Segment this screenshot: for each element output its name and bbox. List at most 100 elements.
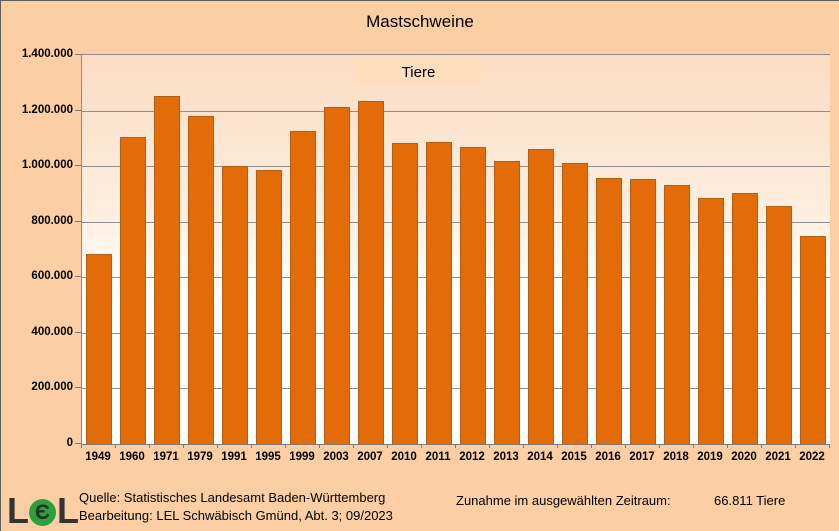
- y-axis-label: 800.000: [31, 214, 73, 227]
- gridline: [82, 277, 830, 279]
- bar-2012: [459, 147, 487, 444]
- x-axis-tick: [455, 444, 456, 448]
- x-axis-tick: [81, 444, 82, 448]
- x-axis-tick: [387, 444, 388, 448]
- x-axis-label: 2013: [493, 451, 519, 463]
- x-axis-label: 2003: [323, 451, 349, 463]
- bar-2013: [493, 161, 521, 444]
- footer-source-block: Quelle: Statistisches Landesamt Baden-Wü…: [79, 489, 393, 525]
- bars-layer: [82, 55, 830, 444]
- summary-value: 66.811 Tiere: [714, 493, 786, 508]
- lel-logo: L Є L: [7, 490, 79, 531]
- x-axis-tick: [489, 444, 490, 448]
- bar-2018: [663, 184, 691, 444]
- x-axis-label: 2014: [527, 451, 553, 463]
- gridline: [82, 221, 830, 223]
- y-axis-label: 400.000: [31, 325, 73, 338]
- x-axis-label: 2018: [663, 451, 689, 463]
- bar-2010: [391, 142, 419, 444]
- x-axis-tick: [829, 444, 830, 448]
- x-axis-tick: [795, 444, 796, 448]
- bar-2016: [595, 177, 623, 444]
- x-axis-tick: [183, 444, 184, 448]
- x-axis-label: 2016: [595, 451, 621, 463]
- bar-1979: [187, 116, 215, 444]
- x-axis-tick: [659, 444, 660, 448]
- bar-2011: [425, 142, 453, 444]
- bar-2020: [731, 193, 759, 444]
- x-axis-label: 2020: [731, 451, 757, 463]
- y-axis-label: 200.000: [31, 381, 73, 394]
- x-axis-tick: [591, 444, 592, 448]
- y-axis-label: 1.000.000: [21, 159, 73, 172]
- bar-2007: [357, 101, 385, 444]
- bar-2014: [527, 149, 555, 444]
- bar-2021: [765, 206, 793, 444]
- y-axis-tick: [75, 54, 81, 55]
- x-axis-tick: [693, 444, 694, 448]
- gridline: [82, 166, 830, 168]
- x-axis-label: 1999: [289, 451, 315, 463]
- x-axis-label: 2015: [561, 451, 587, 463]
- bar-2017: [629, 178, 657, 444]
- gridline: [82, 388, 830, 390]
- x-axis-tick: [523, 444, 524, 448]
- x-axis-label: 2011: [425, 451, 451, 463]
- x-axis-label: 2021: [765, 451, 791, 463]
- bar-1995: [255, 169, 283, 444]
- bar-1999: [289, 130, 317, 444]
- x-axis-label: 2017: [629, 451, 655, 463]
- x-axis-tick: [217, 444, 218, 448]
- bar-1971: [153, 95, 181, 444]
- bar-1949: [85, 254, 113, 444]
- x-axis-label: 2007: [357, 451, 383, 463]
- y-axis-tick: [75, 276, 81, 278]
- x-axis-label: 2012: [459, 451, 485, 463]
- logo-letter: L: [7, 490, 29, 531]
- y-axis-tick: [75, 387, 81, 389]
- logo-green-circle-icon: Є: [29, 499, 56, 526]
- gridline: [82, 332, 830, 334]
- x-axis-tick: [421, 444, 422, 448]
- x-axis-tick: [625, 444, 626, 448]
- x-axis-label: 2022: [799, 451, 825, 463]
- x-axis-tick: [251, 444, 252, 448]
- logo-letter: L: [57, 490, 79, 531]
- y-axis-label: 1.200.000: [21, 103, 73, 116]
- bar-1960: [119, 137, 147, 444]
- x-axis-tick: [319, 444, 320, 448]
- y-axis-tick: [75, 109, 81, 111]
- x-axis-tick: [115, 444, 116, 448]
- x-axis-tick: [557, 444, 558, 448]
- bar-2022: [799, 235, 827, 444]
- x-axis-label: 2019: [697, 451, 723, 463]
- x-axis-tick: [727, 444, 728, 448]
- y-axis-tick: [75, 443, 81, 444]
- chart-title: Mastschweine: [366, 12, 474, 31]
- x-axis-label: 1971: [153, 451, 179, 463]
- x-axis-tick: [761, 444, 762, 448]
- x-axis-label: 1991: [221, 451, 247, 463]
- x-axis-label: 1995: [255, 451, 281, 463]
- x-axis-labels: 1949 1960 1971 1979 1991 1995 1999 2003 2007 2010…: [81, 451, 829, 463]
- gridline: [82, 110, 830, 112]
- footer-source-line: Quelle: Statistisches Landesamt Baden-Wü…: [79, 490, 386, 505]
- bar-1991: [221, 165, 249, 444]
- y-axis-label: 0: [66, 437, 73, 449]
- x-axis-tick: [285, 444, 286, 448]
- x-axis-label: 1960: [119, 451, 145, 463]
- footer-processing-line: Bearbeitung: LEL Schwäbisch Gmünd, Abt. …: [79, 508, 393, 523]
- y-axis-tick: [75, 331, 81, 333]
- bar-2003: [323, 107, 351, 444]
- y-axis-tick: [75, 220, 81, 222]
- x-axis-tick: [149, 444, 150, 448]
- x-axis-label: 1949: [85, 451, 111, 463]
- summary-label: Zunahme im ausgewählten Zeitraum:: [456, 493, 671, 508]
- x-axis-tick: [353, 444, 354, 448]
- y-axis-tick: [75, 165, 81, 167]
- y-axis-label: 1.400.000: [21, 48, 73, 60]
- legend: Tiere: [356, 58, 481, 86]
- plot-area: [81, 54, 830, 445]
- y-axis-label: 600.000: [31, 270, 73, 283]
